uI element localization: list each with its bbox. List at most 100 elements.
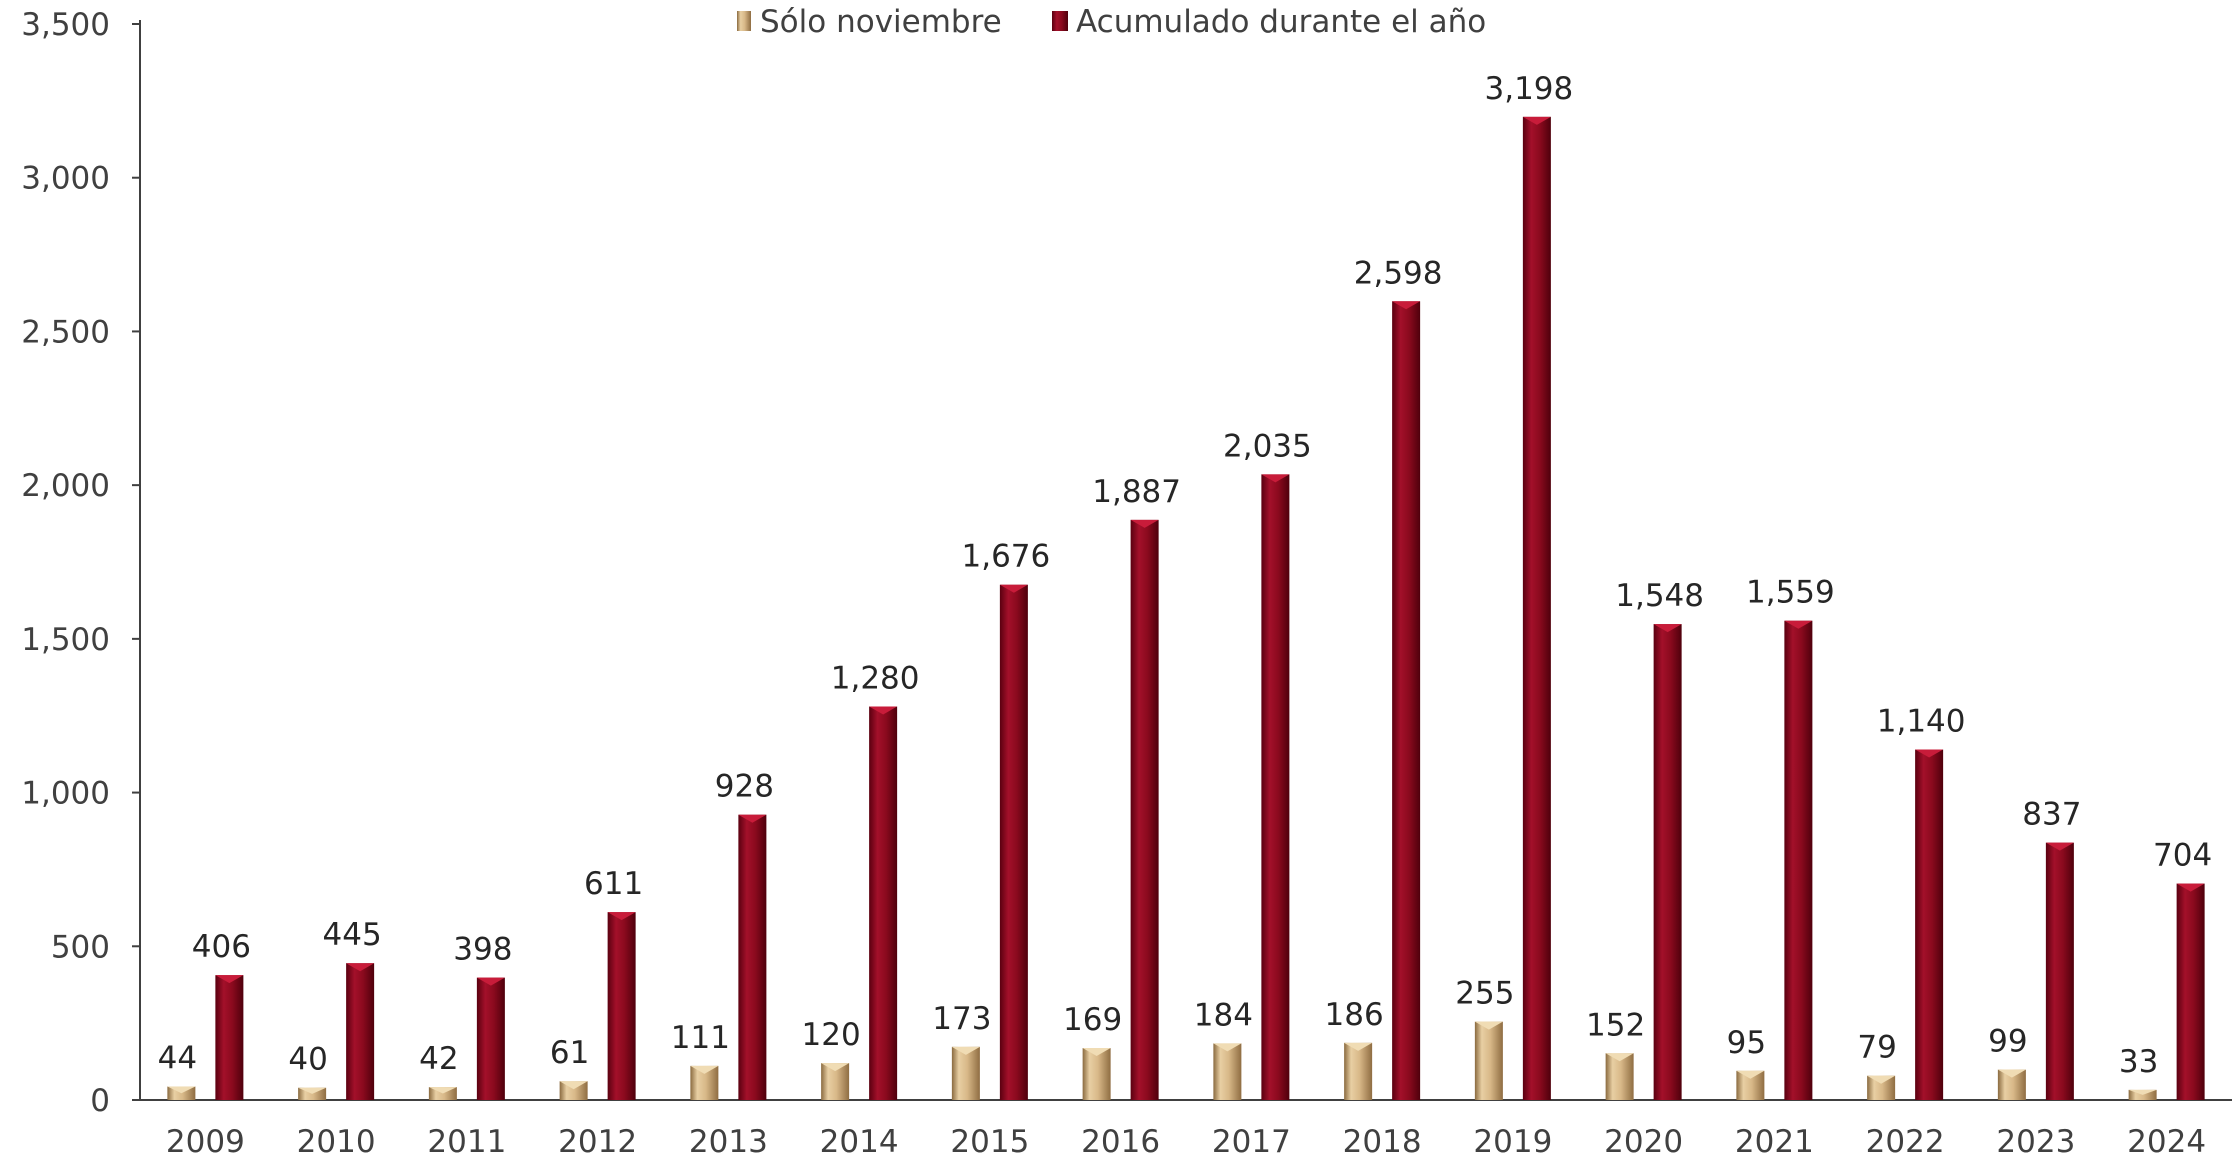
bar-solo-noviembre-cap: [298, 1087, 327, 1094]
bar-acumulado-body: [1130, 519, 1159, 1100]
data-label-solo-noviembre: 44: [158, 1040, 197, 1076]
bar-solo-noviembre: [1082, 1048, 1111, 1100]
bar-acumulado-body: [346, 963, 375, 1100]
bar-solo-noviembre: [167, 1086, 196, 1100]
bar-acumulado: [1392, 301, 1421, 1101]
data-label-bg: [1579, 1003, 1652, 1046]
data-label-acumulado: 1,559: [1746, 575, 1835, 611]
bar-solo-noviembre: [428, 1087, 457, 1100]
bar-solo-noviembre-cap: [167, 1086, 196, 1094]
data-label-bg: [1981, 1019, 2034, 1062]
data-label-acumulado: 611: [584, 866, 643, 902]
bar-acumulado: [1522, 116, 1551, 1100]
legend-item-solo-noviembre: Sólo noviembre: [737, 4, 1002, 40]
data-label-acumulado: 2,035: [1223, 428, 1312, 464]
bar-acumulado-cap: [999, 584, 1028, 593]
legend-label: Sólo noviembre: [760, 4, 1002, 40]
x-tick-label: 2018: [1343, 1124, 1422, 1160]
data-label-solo-noviembre: 79: [1857, 1030, 1896, 1066]
data-label-bg: [1851, 1025, 1904, 1068]
bar-acumulado-body: [1261, 474, 1290, 1101]
bar-acumulado-body: [1392, 301, 1421, 1101]
bar-acumulado-cap: [1261, 474, 1290, 483]
data-label-solo-noviembre: 33: [2119, 1044, 2158, 1080]
y-tick-label: 2,000: [21, 468, 110, 504]
bar-acumulado-cap: [2045, 842, 2074, 851]
legend-swatch-red: [1052, 11, 1068, 31]
y-tick-label: 1,500: [21, 622, 110, 658]
bar-solo-noviembre-cap: [1867, 1075, 1896, 1084]
y-tick-label: 500: [51, 929, 110, 965]
bar-acumulado: [1784, 620, 1813, 1100]
bar-solo-noviembre-cap: [1736, 1070, 1765, 1079]
bar-acumulado-cap: [869, 706, 898, 715]
bar-solo-noviembre-cap: [1997, 1069, 2026, 1078]
bar-acumulado-body: [2176, 883, 2205, 1100]
data-label-acumulado: 704: [2153, 838, 2212, 874]
data-labels: 406 44 445 40 398 42 611 61 928 111 1,280 120 1,676 1…: [151, 71, 2212, 1082]
bar-acumulado-body: [2045, 842, 2074, 1100]
bar-solo-noviembre: [1474, 1021, 1503, 1100]
bar-acumulado: [607, 912, 636, 1100]
bar-solo-noviembre: [1867, 1075, 1896, 1100]
data-label-bg: [1448, 971, 1521, 1014]
data-label-acumulado: 1,676: [962, 539, 1051, 575]
bar-acumulado-cap: [346, 963, 375, 972]
bar-acumulado-cap: [1130, 519, 1159, 528]
data-label-bg: [925, 996, 998, 1039]
data-label-acumulado: 1,887: [1092, 474, 1181, 510]
data-label-bg: [664, 1015, 737, 1058]
bar-acumulado-body: [999, 584, 1028, 1100]
x-tick-label: 2016: [1081, 1124, 1160, 1160]
x-tick-label: 2010: [297, 1124, 376, 1160]
data-label-acumulado: 3,198: [1485, 71, 1574, 107]
x-tick-label: 2024: [2127, 1124, 2206, 1160]
x-tick-label: 2019: [1473, 1124, 1552, 1160]
bar-acumulado-body: [215, 975, 244, 1100]
bar-solo-noviembre-cap: [821, 1063, 850, 1072]
data-label-bg: [543, 1031, 596, 1074]
x-tick-label: 2021: [1735, 1124, 1814, 1160]
bar-solo-noviembre-body: [1082, 1048, 1111, 1100]
data-label-solo-noviembre: 42: [419, 1041, 458, 1077]
x-tick-label: 2022: [1866, 1124, 1945, 1160]
bar-solo-noviembre-cap: [1082, 1048, 1111, 1057]
bar-solo-noviembre-cap: [2128, 1089, 2157, 1095]
x-tick-label: 2014: [820, 1124, 899, 1160]
bar-acumulado: [869, 706, 898, 1100]
bar-solo-noviembre: [690, 1065, 719, 1100]
data-label-acumulado: 1,140: [1877, 704, 1966, 740]
data-label-acumulado: 1,548: [1615, 578, 1704, 614]
bar-solo-noviembre-body: [1213, 1043, 1242, 1100]
bar-solo-noviembre: [1997, 1069, 2026, 1100]
data-label-acumulado: 398: [453, 932, 512, 968]
bar-acumulado: [738, 814, 767, 1100]
bar-acumulado-cap: [738, 814, 767, 823]
bar-solo-noviembre-cap: [1474, 1021, 1503, 1030]
bar-acumulado: [1261, 474, 1290, 1101]
y-tick-label: 1,000: [21, 776, 110, 812]
bar-acumulado-cap: [476, 977, 505, 986]
x-tick-label: 2013: [689, 1124, 768, 1160]
x-tick-label: 2023: [1996, 1124, 2075, 1160]
bar-solo-noviembre: [1605, 1053, 1634, 1100]
bar-acumulado: [1653, 624, 1682, 1100]
bar-acumulado: [476, 977, 505, 1100]
bar-solo-noviembre-cap: [1344, 1042, 1373, 1051]
bar-solo-noviembre-body: [951, 1046, 980, 1100]
data-label-solo-noviembre: 184: [1194, 997, 1253, 1033]
bar-solo-noviembre: [951, 1046, 980, 1100]
y-tick-label: 3,500: [21, 7, 110, 43]
data-label-solo-noviembre: 255: [1455, 976, 1514, 1012]
legend: Sólo noviembre Acumulado durante el año: [737, 4, 1486, 40]
x-tick-label: 2012: [558, 1124, 637, 1160]
bar-acumulado-cap: [1784, 620, 1813, 629]
bar-acumulado-body: [1522, 116, 1551, 1100]
data-label-acumulado: 2,598: [1354, 255, 1443, 291]
bar-solo-noviembre-body: [559, 1081, 588, 1100]
data-label-solo-noviembre: 120: [802, 1017, 861, 1053]
data-label-acumulado: 1,280: [831, 660, 920, 696]
bar-acumulado-cap: [1522, 116, 1551, 125]
bar-acumulado-cap: [1392, 301, 1421, 310]
data-label-bg: [1056, 998, 1129, 1041]
